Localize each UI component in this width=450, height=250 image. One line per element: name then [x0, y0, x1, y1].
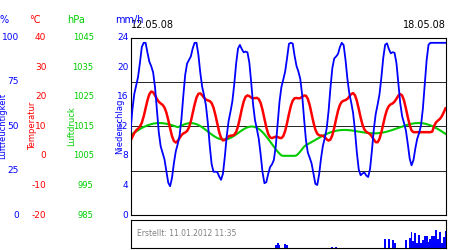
Text: 24: 24: [117, 33, 128, 42]
Text: 30: 30: [35, 62, 46, 72]
Bar: [392, 240, 394, 248]
Bar: [441, 243, 443, 248]
Bar: [384, 239, 386, 248]
Text: Luftfeuchtigkeit: Luftfeuchtigkeit: [0, 93, 7, 159]
Bar: [286, 245, 288, 248]
Text: 20: 20: [117, 62, 128, 72]
Bar: [422, 240, 424, 248]
Text: 12: 12: [117, 122, 128, 131]
Text: 12.05.08: 12.05.08: [130, 20, 174, 30]
Text: -10: -10: [32, 181, 46, 190]
Text: %: %: [0, 15, 9, 25]
Bar: [418, 235, 420, 248]
Text: Temperatur: Temperatur: [28, 102, 37, 150]
Bar: [424, 236, 426, 248]
Text: 40: 40: [35, 33, 46, 42]
Bar: [410, 232, 413, 248]
Text: 0: 0: [13, 210, 19, 220]
Bar: [439, 232, 441, 248]
Bar: [437, 239, 439, 248]
Bar: [335, 247, 337, 248]
Bar: [284, 244, 286, 248]
Bar: [416, 243, 418, 248]
Text: 1035: 1035: [72, 62, 94, 72]
Bar: [394, 242, 396, 248]
Text: Erstellt: 11.01.2012 11:35: Erstellt: 11.01.2012 11:35: [137, 229, 236, 238]
Bar: [413, 241, 414, 248]
Text: 995: 995: [78, 181, 94, 190]
Text: hPa: hPa: [68, 15, 86, 25]
Text: Luftdruck: Luftdruck: [68, 106, 76, 146]
Text: 8: 8: [122, 151, 128, 160]
Text: 75: 75: [7, 78, 19, 86]
Bar: [275, 245, 277, 248]
Bar: [443, 237, 445, 248]
Text: 0: 0: [122, 210, 128, 220]
Text: 1015: 1015: [72, 122, 94, 131]
Bar: [277, 243, 279, 248]
Bar: [388, 239, 390, 248]
Bar: [420, 243, 422, 248]
Bar: [432, 236, 433, 248]
Text: -20: -20: [32, 210, 46, 220]
Text: Niederschlag: Niederschlag: [115, 98, 124, 154]
Text: 1025: 1025: [72, 92, 94, 101]
Bar: [435, 230, 437, 248]
Text: 18.05.08: 18.05.08: [403, 20, 446, 30]
Text: 985: 985: [78, 210, 94, 220]
Text: mm/h: mm/h: [115, 15, 143, 25]
Text: 1045: 1045: [72, 33, 94, 42]
Bar: [279, 245, 280, 248]
Bar: [414, 233, 416, 248]
Bar: [405, 240, 407, 248]
Text: 25: 25: [8, 166, 19, 175]
Text: 20: 20: [35, 92, 46, 101]
Bar: [331, 246, 333, 248]
Text: 50: 50: [7, 122, 19, 131]
Bar: [445, 231, 446, 248]
Bar: [429, 239, 432, 248]
Bar: [428, 242, 429, 248]
Text: 0: 0: [40, 151, 46, 160]
Bar: [409, 238, 410, 248]
Text: 16: 16: [117, 92, 128, 101]
Text: 1005: 1005: [72, 151, 94, 160]
Text: 4: 4: [122, 181, 128, 190]
Bar: [426, 236, 428, 248]
Text: °C: °C: [29, 15, 41, 25]
Bar: [433, 236, 435, 248]
Text: 10: 10: [35, 122, 46, 131]
Text: 100: 100: [2, 33, 19, 42]
